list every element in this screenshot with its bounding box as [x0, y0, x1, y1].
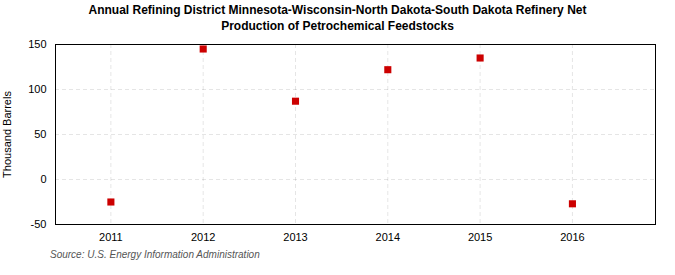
svg-text:2011: 2011 [99, 231, 123, 243]
svg-text:Thousand Barrels: Thousand Barrels [1, 91, 13, 178]
svg-text:2013: 2013 [283, 231, 307, 243]
svg-text:50: 50 [34, 128, 46, 140]
html-text:Source: U.S. Energy Informatio: Source: U.S. Energy Information Administ… [50, 249, 260, 261]
svg-text:-50: -50 [31, 218, 47, 230]
html-text:Annual Refining District Minne: Annual Refining District Minnesota-Wisco… [88, 3, 587, 33]
svg-text:150: 150 [28, 38, 46, 50]
svg-text:2014: 2014 [376, 231, 400, 243]
svg-text:2012: 2012 [191, 231, 215, 243]
svg-text:100: 100 [28, 83, 46, 95]
svg-text:0: 0 [40, 173, 46, 185]
svg-text:2015: 2015 [468, 231, 492, 243]
svg-text:2016: 2016 [560, 231, 584, 243]
